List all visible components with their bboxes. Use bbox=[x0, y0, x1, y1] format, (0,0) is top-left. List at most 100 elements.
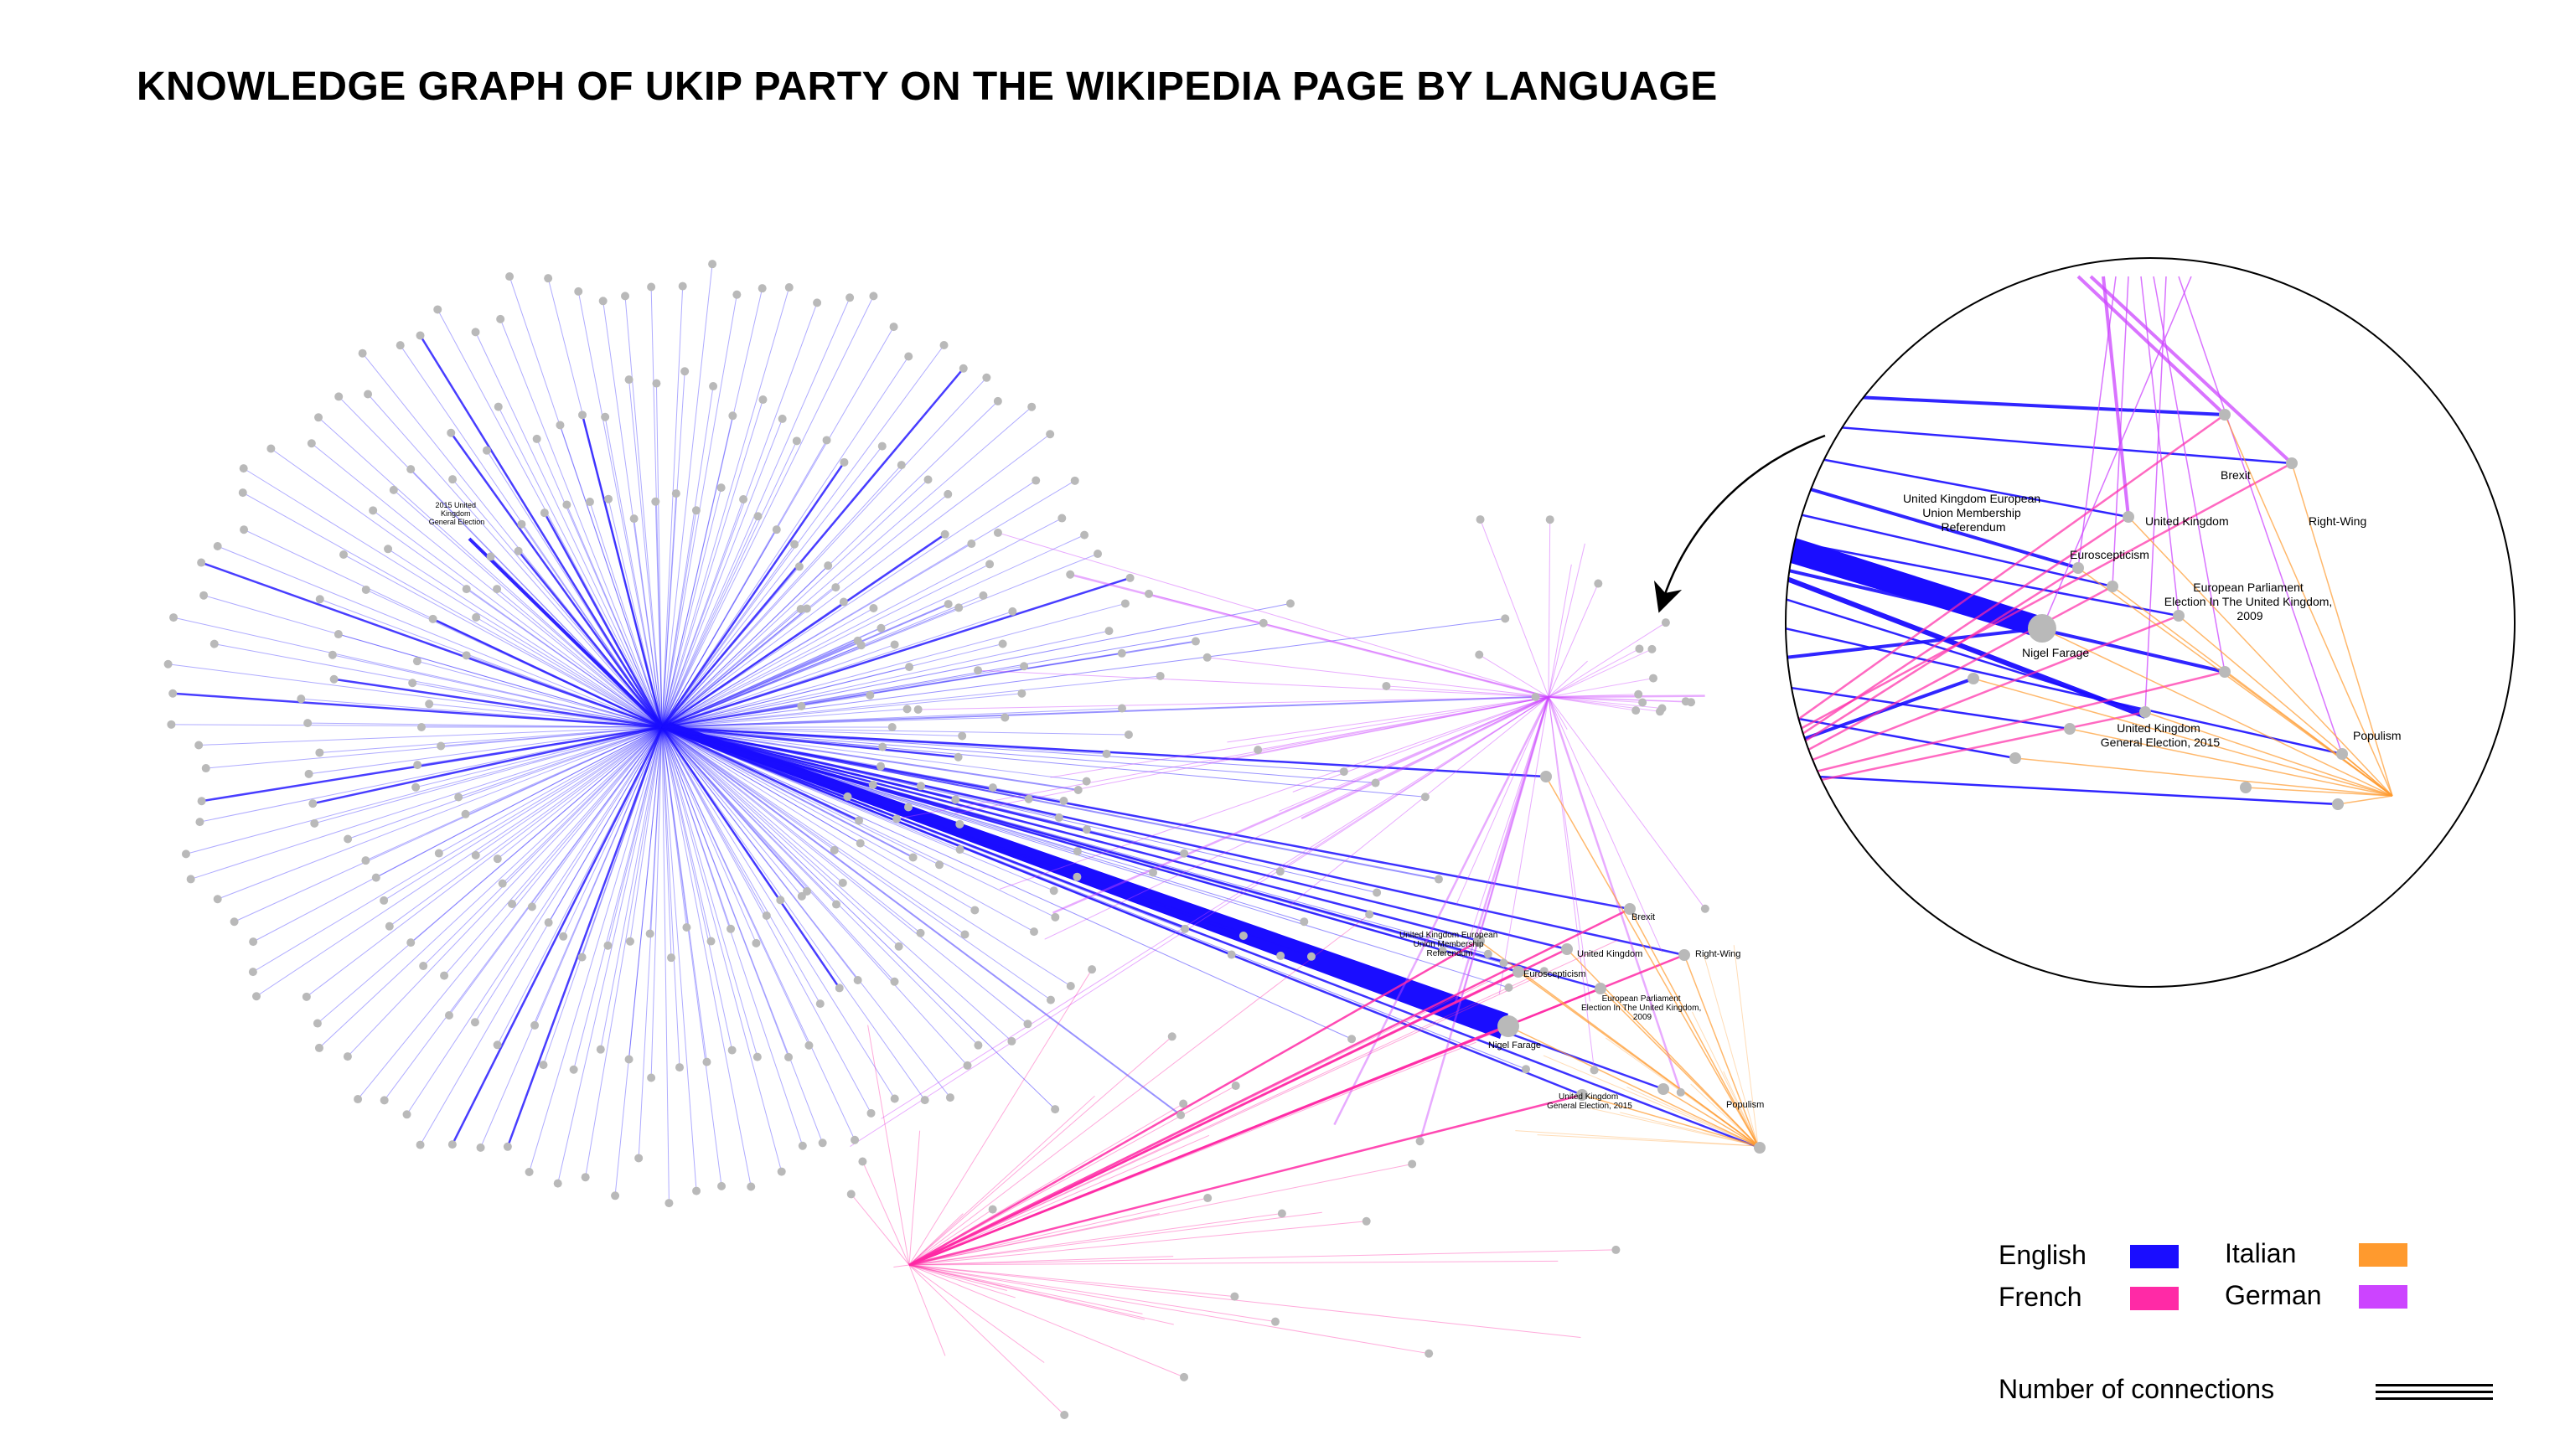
edge-english bbox=[661, 726, 670, 1204]
node bbox=[574, 287, 583, 296]
node bbox=[496, 314, 505, 323]
zoom-edge-italian bbox=[2224, 671, 2393, 797]
node bbox=[213, 895, 222, 904]
edge-english bbox=[661, 640, 1197, 728]
label-2015-general-election: 2015 United Kingdom General Election bbox=[429, 501, 485, 526]
node bbox=[798, 1141, 807, 1150]
zoom-edge-french bbox=[1786, 585, 2113, 764]
label-united-kingdom: United Kingdom bbox=[1577, 949, 1642, 959]
edge-english bbox=[661, 726, 951, 1098]
node bbox=[310, 818, 319, 828]
edge-english bbox=[661, 726, 871, 1114]
node bbox=[902, 705, 912, 714]
edge-french bbox=[908, 1264, 1174, 1325]
edge-english bbox=[655, 383, 663, 728]
edge-english bbox=[438, 726, 663, 854]
edge-english bbox=[661, 726, 1232, 956]
edge-english bbox=[661, 726, 1087, 782]
edge-english bbox=[638, 726, 663, 1159]
edge-english bbox=[661, 726, 895, 983]
edge-english-ge2015 bbox=[468, 537, 664, 729]
node bbox=[493, 585, 502, 594]
node bbox=[611, 1191, 620, 1200]
node bbox=[728, 411, 737, 421]
edge-english bbox=[661, 356, 909, 728]
node bbox=[503, 1142, 512, 1151]
node bbox=[939, 340, 949, 349]
edge-english bbox=[432, 617, 663, 729]
node bbox=[508, 899, 517, 908]
node bbox=[692, 1186, 701, 1195]
edge-english bbox=[393, 489, 663, 728]
zoom-edge-french bbox=[1786, 515, 2129, 747]
node bbox=[1145, 589, 1154, 598]
edge-french bbox=[908, 1095, 1095, 1266]
node bbox=[462, 585, 471, 594]
node bbox=[1059, 796, 1068, 805]
edge-german bbox=[1227, 696, 1549, 743]
edge-english bbox=[573, 726, 663, 1070]
node bbox=[1648, 674, 1657, 683]
edge-english bbox=[367, 394, 663, 728]
node bbox=[1438, 946, 1447, 955]
edge-german bbox=[1207, 657, 1549, 698]
node bbox=[358, 349, 367, 358]
node bbox=[954, 752, 963, 762]
node bbox=[1634, 689, 1643, 699]
node bbox=[897, 461, 906, 470]
edge-english bbox=[318, 726, 663, 1049]
node bbox=[784, 1052, 794, 1061]
edge-english bbox=[338, 633, 663, 728]
edge-german bbox=[1419, 696, 1550, 1142]
edge-italian bbox=[1703, 955, 1759, 1147]
edge-english bbox=[451, 726, 664, 1145]
node bbox=[717, 1181, 727, 1190]
node bbox=[843, 792, 852, 801]
node bbox=[678, 281, 687, 291]
edge-italian bbox=[1545, 776, 1759, 1147]
label-ge2015-line1: 2015 United bbox=[435, 501, 476, 509]
edge-english bbox=[624, 296, 663, 728]
zoom-node bbox=[2219, 666, 2231, 678]
node bbox=[1531, 692, 1540, 701]
zoom-edge-english bbox=[1786, 509, 2113, 588]
zoom-label-referendum: United Kingdom European Union Membership… bbox=[1903, 492, 2044, 534]
node bbox=[1191, 637, 1200, 646]
node bbox=[454, 793, 463, 802]
edge-german bbox=[1548, 696, 1661, 712]
node bbox=[303, 719, 313, 728]
edge-german bbox=[1292, 696, 1549, 793]
zoom-node bbox=[2219, 409, 2231, 421]
zoom-label-nigel-farage: Nigel Farage bbox=[2022, 646, 2089, 659]
edge-english bbox=[650, 287, 663, 728]
label-nigel-farage: Nigel Farage bbox=[1488, 1040, 1541, 1051]
node bbox=[1676, 1087, 1685, 1097]
node bbox=[1415, 1137, 1425, 1146]
edge-english bbox=[600, 726, 663, 1050]
edge-german bbox=[1301, 695, 1549, 820]
edge-english bbox=[343, 554, 663, 728]
node bbox=[1661, 618, 1670, 627]
node bbox=[1425, 1349, 1434, 1358]
nodes-layer bbox=[163, 260, 1766, 1419]
node bbox=[916, 782, 925, 791]
node bbox=[1049, 886, 1058, 896]
node bbox=[1046, 995, 1055, 1004]
node bbox=[197, 558, 206, 567]
edge-english bbox=[661, 297, 851, 728]
node bbox=[647, 282, 656, 292]
node bbox=[371, 873, 380, 882]
node bbox=[838, 878, 847, 887]
node bbox=[876, 762, 886, 771]
edge-german bbox=[1548, 660, 1588, 698]
node bbox=[858, 1157, 867, 1166]
node bbox=[777, 1167, 786, 1176]
node bbox=[869, 604, 878, 613]
node bbox=[308, 799, 318, 808]
edge-english bbox=[661, 726, 783, 1172]
node bbox=[1051, 1105, 1060, 1114]
node bbox=[878, 742, 887, 751]
node bbox=[1230, 1292, 1239, 1301]
node bbox=[1066, 982, 1075, 991]
node bbox=[1102, 749, 1111, 758]
